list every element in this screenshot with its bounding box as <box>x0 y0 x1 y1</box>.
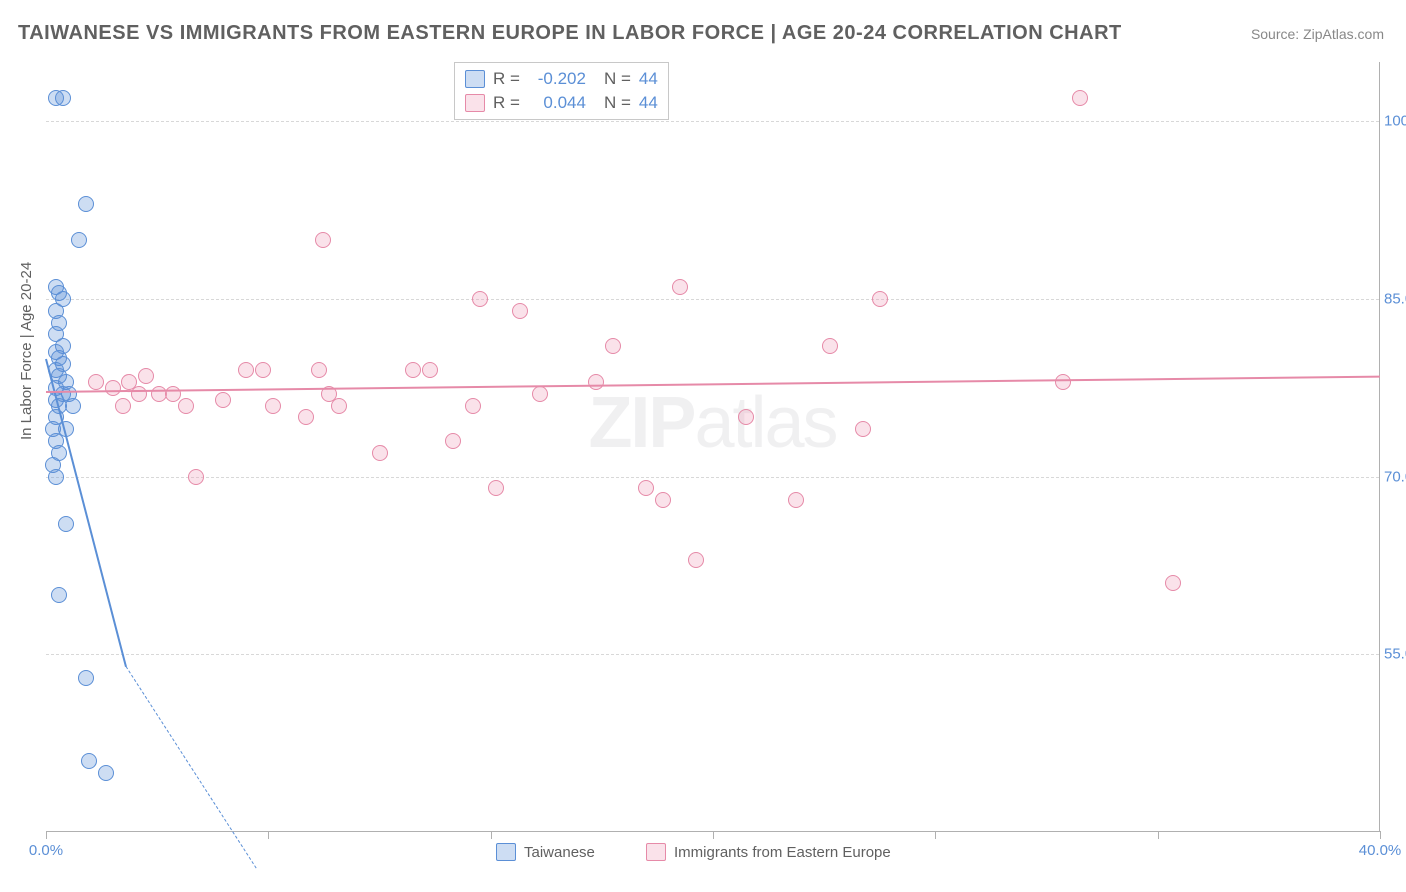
scatter-point <box>688 552 704 568</box>
gridline-h <box>46 477 1379 478</box>
scatter-point <box>331 398 347 414</box>
scatter-point <box>51 587 67 603</box>
stat-row: R = 0.044 N = 44 <box>465 91 658 115</box>
scatter-point <box>265 398 281 414</box>
watermark: ZIPatlas <box>588 382 836 464</box>
legend-swatch <box>496 843 516 861</box>
legend-item: Taiwanese <box>496 843 595 861</box>
scatter-point <box>188 469 204 485</box>
scatter-point <box>255 362 271 378</box>
scatter-point <box>855 421 871 437</box>
x-tick <box>1158 831 1159 839</box>
scatter-point <box>65 398 81 414</box>
scatter-point <box>78 196 94 212</box>
plot-area: ZIPatlas 55.0%70.0%85.0%100.0%0.0%40.0%R… <box>46 62 1380 832</box>
scatter-point <box>738 409 754 425</box>
y-tick-label: 70.0% <box>1384 468 1406 485</box>
legend-item: Immigrants from Eastern Europe <box>646 843 891 861</box>
x-tick <box>268 831 269 839</box>
trendline <box>46 376 1380 393</box>
source-attribution: Source: ZipAtlas.com <box>1251 26 1384 42</box>
scatter-point <box>822 338 838 354</box>
x-tick-label: 40.0% <box>1359 842 1402 859</box>
gridline-h <box>46 654 1379 655</box>
scatter-point <box>131 386 147 402</box>
scatter-point <box>98 765 114 781</box>
scatter-point <box>315 232 331 248</box>
scatter-point <box>1055 374 1071 390</box>
scatter-point <box>298 409 314 425</box>
scatter-point <box>178 398 194 414</box>
stat-r-value: -0.202 <box>528 69 586 89</box>
legend-label: Immigrants from Eastern Europe <box>674 844 891 861</box>
stat-n-value: 44 <box>639 69 658 89</box>
scatter-point <box>512 303 528 319</box>
gridline-h <box>46 121 1379 122</box>
scatter-point <box>311 362 327 378</box>
trendline-extrapolated <box>126 666 257 868</box>
legend-swatch <box>465 94 485 112</box>
y-tick-label: 85.0% <box>1384 290 1406 307</box>
scatter-point <box>48 469 64 485</box>
scatter-point <box>115 398 131 414</box>
scatter-point <box>872 291 888 307</box>
scatter-point <box>638 480 654 496</box>
x-tick-label: 0.0% <box>29 842 63 859</box>
stat-n-label: N = <box>604 93 631 113</box>
scatter-point <box>238 362 254 378</box>
scatter-point <box>605 338 621 354</box>
scatter-point <box>422 362 438 378</box>
gridline-h <box>46 299 1379 300</box>
scatter-point <box>105 380 121 396</box>
y-tick-label: 100.0% <box>1384 113 1406 130</box>
scatter-point <box>788 492 804 508</box>
correlation-stats-box: R = -0.202 N = 44 R = 0.044 N = 44 <box>454 62 669 120</box>
scatter-point <box>1072 90 1088 106</box>
scatter-point <box>88 374 104 390</box>
y-tick-label: 55.0% <box>1384 646 1406 663</box>
scatter-point <box>532 386 548 402</box>
scatter-point <box>78 670 94 686</box>
scatter-point <box>372 445 388 461</box>
legend-swatch <box>465 70 485 88</box>
x-tick <box>935 831 936 839</box>
scatter-point <box>71 232 87 248</box>
stat-r-value: 0.044 <box>528 93 586 113</box>
scatter-point <box>138 368 154 384</box>
scatter-point <box>1165 575 1181 591</box>
scatter-point <box>655 492 671 508</box>
scatter-point <box>215 392 231 408</box>
scatter-point <box>405 362 421 378</box>
scatter-point <box>81 753 97 769</box>
x-tick <box>46 831 47 839</box>
x-tick <box>713 831 714 839</box>
scatter-point <box>672 279 688 295</box>
scatter-point <box>58 516 74 532</box>
x-tick <box>491 831 492 839</box>
stat-r-label: R = <box>493 69 520 89</box>
chart-title: TAIWANESE VS IMMIGRANTS FROM EASTERN EUR… <box>18 22 1122 45</box>
scatter-point <box>472 291 488 307</box>
scatter-point <box>55 90 71 106</box>
scatter-point <box>465 398 481 414</box>
x-tick <box>1380 831 1381 839</box>
legend-label: Taiwanese <box>524 844 595 861</box>
legend-swatch <box>646 843 666 861</box>
y-axis-label: In Labor Force | Age 20-24 <box>18 262 35 440</box>
scatter-point <box>588 374 604 390</box>
stat-row: R = -0.202 N = 44 <box>465 67 658 91</box>
stat-r-label: R = <box>493 93 520 113</box>
stat-n-label: N = <box>604 69 631 89</box>
stat-n-value: 44 <box>639 93 658 113</box>
scatter-point <box>445 433 461 449</box>
scatter-point <box>165 386 181 402</box>
scatter-point <box>488 480 504 496</box>
